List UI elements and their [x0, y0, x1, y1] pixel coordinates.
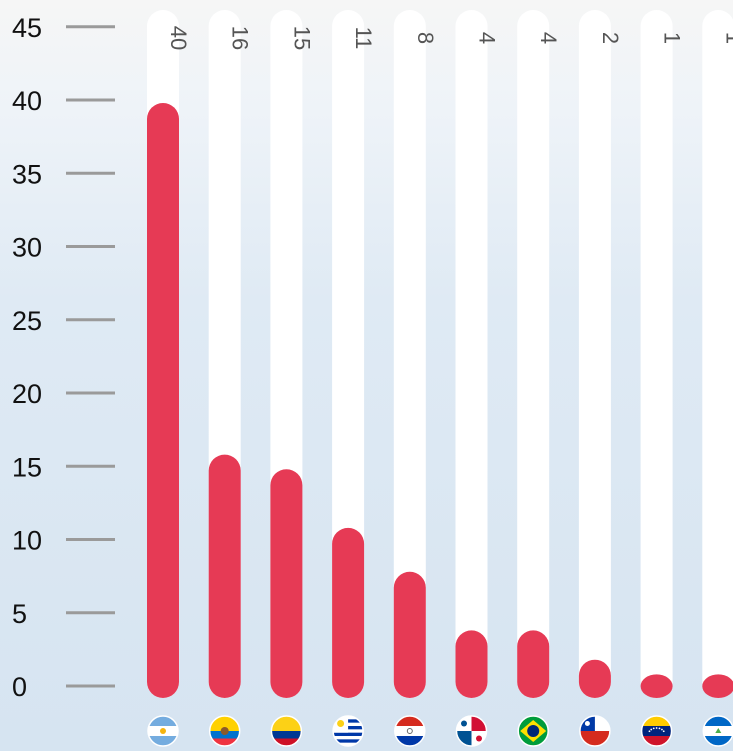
bars	[147, 10, 733, 698]
paraguay-flag-icon	[394, 716, 425, 746]
bar-argentina	[147, 103, 179, 698]
bar-track	[640, 10, 673, 698]
y-tick-label: 45	[12, 13, 42, 43]
flag-border	[208, 715, 241, 747]
y-tick-label: 30	[12, 233, 42, 263]
colombia-flag-icon	[271, 716, 302, 746]
value-labels: 40161511844211	[166, 26, 733, 50]
flag-border	[640, 715, 673, 747]
category-flags	[147, 715, 733, 747]
flag-border	[579, 715, 611, 747]
y-tick-label: 35	[12, 159, 42, 189]
bar-nicaragua	[702, 674, 733, 698]
data-label: 4	[536, 32, 561, 44]
argentina-flag-icon	[148, 716, 178, 746]
y-tick-label: 25	[12, 306, 42, 336]
flag-border	[455, 715, 488, 747]
flag-border	[394, 715, 426, 747]
data-label: 4	[475, 32, 500, 44]
panama-flag-icon	[456, 716, 487, 746]
y-tick-label: 0	[12, 672, 27, 702]
bar-chile	[578, 659, 611, 698]
venezuela-flag-icon	[641, 716, 672, 746]
bar-colombia	[270, 469, 303, 698]
bar-uruguay	[332, 527, 365, 698]
data-label: 16	[228, 26, 253, 50]
bar-ecuador	[208, 454, 241, 698]
ecuador-flag-icon	[209, 716, 240, 746]
y-tick-label: 5	[12, 599, 27, 629]
bar-track	[455, 10, 488, 698]
y-tick-label: 20	[12, 379, 42, 409]
bar-track	[578, 10, 611, 698]
data-label: 15	[289, 26, 314, 50]
data-label: 40	[166, 26, 191, 50]
flag-border	[147, 715, 179, 747]
brazil-flag-icon	[518, 716, 549, 746]
bar-brazil	[517, 630, 550, 698]
y-tick-label: 40	[12, 86, 42, 116]
bar-track	[702, 10, 733, 698]
flag-border	[517, 715, 549, 747]
bar-track	[393, 10, 426, 698]
data-label: 1	[660, 32, 685, 44]
flag-border	[332, 715, 364, 747]
bar-paraguay	[393, 571, 426, 698]
bar-track	[332, 10, 365, 698]
data-label: 1	[721, 32, 733, 44]
data-label: 8	[413, 32, 438, 44]
y-tick-label: 10	[12, 526, 42, 556]
flag-border	[270, 715, 303, 747]
nicaragua-flag-icon	[703, 716, 733, 746]
flag-border	[702, 715, 733, 747]
bar-track	[517, 10, 550, 698]
y-axis: 0 5 10 15 20 25 30 35 40 45	[12, 13, 115, 702]
y-tick-label: 15	[12, 452, 42, 482]
data-label: 11	[351, 27, 376, 50]
data-label: 2	[598, 32, 623, 44]
bar-venezuela	[640, 674, 673, 698]
chile-flag-icon	[579, 716, 610, 746]
bar-panama	[455, 630, 488, 698]
